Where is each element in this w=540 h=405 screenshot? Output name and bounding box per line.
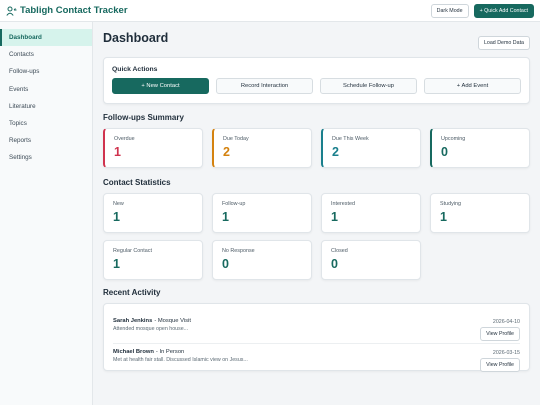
- action-button[interactable]: Schedule Follow-up: [320, 78, 417, 94]
- card-label: Regular Contact: [113, 248, 152, 254]
- section-title: Contact Statistics: [103, 178, 171, 187]
- quick-add-button[interactable]: + Quick Add Contact: [473, 3, 534, 18]
- logo-icon: [6, 6, 17, 16]
- section-title: Quick Actions: [112, 66, 158, 73]
- header: Tabligh Contact Tracker Dark Mode + Quic…: [0, 0, 540, 22]
- card-value: 0: [441, 145, 448, 159]
- card-value: 1: [331, 210, 338, 224]
- card-value: 2: [223, 145, 230, 159]
- activity-type: - In Person: [155, 349, 185, 355]
- action-button[interactable]: Record Interaction: [216, 78, 313, 94]
- brand: Tabligh Contact Tracker: [6, 5, 128, 16]
- nav-item[interactable]: Topics: [9, 119, 27, 127]
- nav-item[interactable]: Contacts: [9, 51, 34, 59]
- action-button[interactable]: + New Contact: [112, 78, 209, 94]
- summary-card: Due Today 2: [212, 128, 312, 168]
- activity-heading: Michael Brown - In Person: [113, 349, 520, 355]
- activity-date: 2026-04-10: [492, 319, 520, 325]
- action-button[interactable]: + Add Event: [424, 78, 521, 94]
- card-label: Due Today: [223, 136, 249, 142]
- summary-card: Due This Week 2: [321, 128, 421, 168]
- app-title: Tabligh Contact Tracker: [20, 5, 128, 16]
- nav-item[interactable]: Reports: [9, 137, 32, 145]
- card-value: 1: [113, 210, 120, 224]
- stat-card: Studying 1: [430, 193, 530, 233]
- card-value: 0: [331, 257, 338, 271]
- quick-actions: Quick Actions + New Contact Record Intera…: [103, 57, 530, 104]
- view-profile-button[interactable]: View Profile: [480, 358, 520, 372]
- card-value: 0: [222, 257, 229, 271]
- nav-item[interactable]: Follow-ups: [9, 68, 40, 76]
- activity-type: - Mosque Visit: [154, 318, 191, 324]
- view-profile-button[interactable]: View Profile: [480, 327, 520, 341]
- stat-card: Follow-up 1: [212, 193, 312, 233]
- stat-card: Regular Contact 1: [103, 240, 203, 280]
- card-value: 1: [222, 210, 229, 224]
- activity-note: Attended mosque open house...: [113, 326, 189, 332]
- stat-card: Interested 1: [321, 193, 421, 233]
- activity-heading: Sarah Jenkins - Mosque Visit: [113, 318, 520, 324]
- activity-item: Sarah Jenkins - Mosque Visit Attended mosq…: [113, 318, 520, 344]
- card-label: Due This Week: [332, 136, 369, 142]
- card-value: 1: [114, 145, 121, 159]
- section-title: Follow-ups Summary: [103, 113, 184, 122]
- activity-card: Sarah Jenkins - Mosque Visit Attended mosq…: [103, 303, 530, 372]
- card-value: 1: [440, 210, 447, 224]
- card-label: New: [113, 201, 124, 207]
- card-label: Studying: [440, 201, 461, 207]
- stat-card: New 1: [103, 193, 203, 233]
- card-label: Overdue: [114, 136, 135, 142]
- contact-name: Michael Brown: [113, 349, 154, 355]
- nav-item[interactable]: Events: [9, 85, 29, 93]
- nav-item[interactable]: Settings: [9, 154, 32, 162]
- stat-card: No Response 0: [212, 240, 312, 280]
- stat-card: Closed 0: [321, 240, 421, 280]
- nav-item[interactable]: Literature: [9, 102, 36, 110]
- load-demo-button[interactable]: Load Demo Data: [477, 36, 530, 50]
- summary-card: Overdue 1: [103, 128, 203, 168]
- sidebar: Dashboard Contacts Follow-ups Events Literat…: [0, 22, 93, 405]
- summary-card: Upcoming 0: [430, 128, 530, 168]
- page-title: Dashboard: [103, 31, 169, 45]
- section-title: Recent Activity: [103, 288, 161, 297]
- card-label: Interested: [331, 201, 355, 207]
- nav-item[interactable]: Dashboard: [0, 29, 92, 47]
- card-label: No Response: [222, 248, 255, 254]
- activity-date: 2026-03-15: [492, 350, 520, 356]
- card-label: Closed: [331, 248, 348, 254]
- contact-name: Sarah Jenkins: [113, 318, 153, 324]
- card-label: Follow-up: [222, 201, 246, 207]
- dark-mode-button[interactable]: Dark Mode: [430, 3, 469, 18]
- card-value: 2: [332, 145, 339, 159]
- activity-note: Met at health fair stall. Discussed Isla…: [113, 357, 248, 363]
- card-label: Upcoming: [441, 136, 466, 142]
- activity-item: Michael Brown - In Person Met at health fa…: [113, 349, 520, 375]
- card-value: 1: [113, 257, 120, 271]
